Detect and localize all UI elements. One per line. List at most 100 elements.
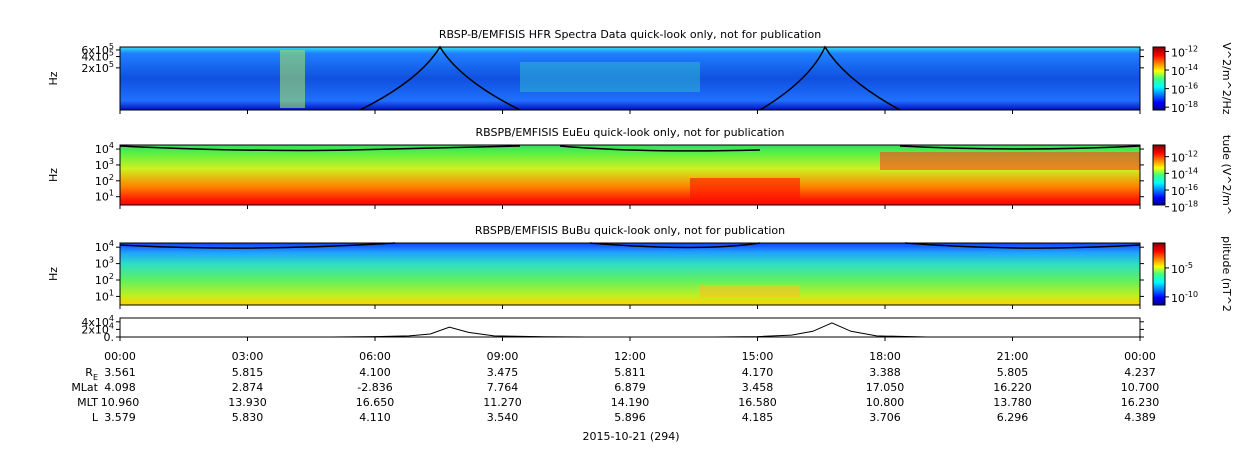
ephemeris-value: 10.800 <box>866 396 905 409</box>
y-tick-label: 103 <box>95 156 114 172</box>
ephemeris-label: MLat <box>71 381 98 394</box>
y-tick-label-sup: 2 <box>109 172 114 181</box>
ephemeris-value: 13.930 <box>228 396 267 409</box>
y-tick-label-base: 4x10 <box>81 51 109 64</box>
y-axis-label: Hz <box>47 267 60 281</box>
ephemeris-value: 16.220 <box>993 381 1032 394</box>
ephemeris-value: 4.100 <box>359 366 391 379</box>
colorbar-tick-label-base: 10 <box>1171 168 1185 181</box>
ephemeris-value: 6.296 <box>997 411 1029 424</box>
panel-frame <box>119 317 1141 338</box>
y-tick-label-base: 10 <box>95 143 109 156</box>
spectrogram-feature <box>520 62 700 92</box>
ephemeris-value: 4.185 <box>742 411 774 424</box>
y-tick-label-base: 10 <box>95 290 109 303</box>
panel-title: RBSPB/EMFISIS EuEu quick-look only, not … <box>475 126 784 139</box>
spectrogram-images <box>119 45 1141 305</box>
colorbar-tick-label-base: 10 <box>1171 185 1185 198</box>
colorbar-label: V^2/m^2/Hz <box>1220 42 1233 114</box>
ephemeris-label: RE <box>85 366 98 382</box>
y-tick-label: 103 <box>95 255 114 271</box>
y-tick-label-sup: 1 <box>109 188 114 197</box>
y-tick-label-base: 6x10 <box>81 44 109 57</box>
ephemeris-value: 16.580 <box>738 396 777 409</box>
ephemeris-label-base: R <box>85 366 93 379</box>
ephemeris-value: 10.700 <box>1121 381 1160 394</box>
spectrogram-feature <box>690 178 800 203</box>
ephemeris-value: 3.579 <box>104 411 136 424</box>
colorbar-tick-label-sup: -16 <box>1185 183 1198 192</box>
y-tick-label: 101 <box>95 288 114 304</box>
x-tick-label: 18:00 <box>869 350 901 363</box>
ephemeris-value: 5.830 <box>232 411 264 424</box>
colorbar-tick-label-sup: -18 <box>1185 199 1198 208</box>
colorbar-tick-label-sup: -14 <box>1185 166 1198 175</box>
colorbar-tick-label-base: 10 <box>1171 46 1185 59</box>
ephemeris-value: -2.836 <box>357 381 392 394</box>
y-tick-label-sup: 5 <box>109 48 114 57</box>
y-tick-label-base: 10 <box>95 241 109 254</box>
colorbar-tick-label: 10-18 <box>1171 100 1198 116</box>
colorbar-tick-label-base: 10 <box>1171 84 1185 97</box>
colorbar-tick-label-sup: -5 <box>1185 260 1193 269</box>
y-tick-label-base: 0. <box>104 331 115 344</box>
colorbar-tick-label: 10-16 <box>1171 81 1198 97</box>
y-tick-label-sup: 4 <box>109 321 114 330</box>
y-tick-label-base: 10 <box>95 191 109 204</box>
ephemeris-value: 3.388 <box>869 366 901 379</box>
y-tick-label: 0. <box>104 331 115 344</box>
x-tick-label: 06:00 <box>359 350 391 363</box>
colorbar-tick-label: 10-12 <box>1171 44 1198 60</box>
colorbar-tick-label-base: 10 <box>1171 202 1185 215</box>
colorbar-tick-label: 10-14 <box>1171 166 1198 182</box>
colorbar <box>1152 144 1166 206</box>
spectrogram-feature <box>880 152 1140 170</box>
y-tick-label-sup: 4 <box>109 141 114 150</box>
panel-title: RBSPB/EMFISIS BuBu quick-look only, not … <box>475 224 785 237</box>
colorbar-tick-label: 10-12 <box>1171 149 1198 165</box>
y-tick-label-sup: 5 <box>109 41 114 50</box>
colorbar-tick-label: 10-5 <box>1171 260 1193 276</box>
ephemeris-value: 6.879 <box>614 381 646 394</box>
ephemeris-value: 5.811 <box>614 366 646 379</box>
colorbar-tick-label-base: 10 <box>1171 263 1185 276</box>
ephemeris-value: 3.540 <box>487 411 519 424</box>
y-tick-label-base: 10 <box>95 258 109 271</box>
panel-title: RBSP-B/EMFISIS HFR Spectra Data quick-lo… <box>439 28 821 41</box>
ephemeris-value: 4.237 <box>1124 366 1156 379</box>
ephemeris-label: MLT <box>77 396 98 409</box>
colorbar-tick-label: 10-16 <box>1171 183 1198 199</box>
x-tick-label: 00:00 <box>1124 350 1156 363</box>
colorbar-tick-label-sup: -18 <box>1185 100 1198 109</box>
ephemeris-label-base: MLT <box>77 396 98 409</box>
ephemeris-value: 3.475 <box>487 366 519 379</box>
x-axis-label: 2015-10-21 (294) <box>582 430 679 443</box>
y-tick-label-sup: 3 <box>109 156 114 165</box>
y-axis-label: Hz <box>47 71 60 85</box>
colorbar-tick-label: 10-10 <box>1171 289 1198 305</box>
y-tick-label-base: 4x10 <box>81 316 109 329</box>
y-tick-label-base: 10 <box>95 159 109 172</box>
ephemeris-value: 10.960 <box>101 396 140 409</box>
y-tick-label-base: 10 <box>95 274 109 287</box>
x-tick-label: 12:00 <box>614 350 646 363</box>
colorbar-tick-label: 10-14 <box>1171 63 1198 79</box>
x-tick-label: 09:00 <box>487 350 519 363</box>
ephemeris-value: 5.815 <box>232 366 264 379</box>
ephemeris-value: 3.458 <box>742 381 774 394</box>
y-tick-label-sup: 4 <box>109 313 114 322</box>
colorbar-tick-label-base: 10 <box>1171 152 1185 165</box>
ephemeris-value: 14.190 <box>611 396 650 409</box>
spectrogram-3 <box>120 243 1140 305</box>
y-tick-label-sup: 3 <box>109 255 114 264</box>
ephemeris-value: 7.764 <box>487 381 519 394</box>
ephemeris-value: 16.650 <box>356 396 395 409</box>
ephemeris-value: 4.170 <box>742 366 774 379</box>
colorbar-tick-label-base: 10 <box>1171 292 1185 305</box>
colorbar-tick-label-sup: -12 <box>1185 44 1198 53</box>
colorbar-label: tude (V^2/m^ <box>1220 135 1233 215</box>
colorbar <box>1152 242 1166 306</box>
y-tick-label: 4x104 <box>81 313 114 329</box>
colorbar-tick-label: 10-18 <box>1171 199 1198 215</box>
x-tick-label: 15:00 <box>742 350 774 363</box>
